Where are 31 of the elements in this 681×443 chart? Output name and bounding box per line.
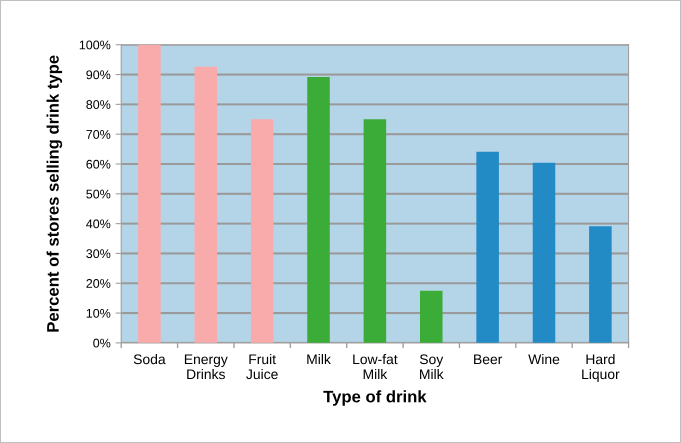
y-tick-label: 50% bbox=[86, 190, 110, 198]
bar bbox=[476, 152, 499, 343]
y-tick-label: 40% bbox=[86, 219, 110, 228]
x-tick-label: Soda bbox=[134, 354, 166, 364]
y-tick-label: 80% bbox=[86, 100, 110, 110]
y-tick-label: 0% bbox=[93, 338, 110, 348]
bar bbox=[194, 66, 218, 343]
x-tick-label: Wine bbox=[528, 354, 560, 364]
y-tick-label: 20% bbox=[86, 279, 110, 288]
y-tick-label: 90% bbox=[86, 70, 110, 80]
y-tick-label: 100% bbox=[80, 40, 110, 50]
y-tick-label: 60% bbox=[86, 160, 110, 169]
x-tick-label: Energy Drinks bbox=[184, 354, 228, 380]
y-tick-label: 70% bbox=[86, 130, 110, 139]
x-tick-label: Milk bbox=[307, 354, 331, 364]
y-axis-title: Percent of stores selling drink type bbox=[46, 55, 62, 332]
x-tick-label: Low-fat Milk bbox=[353, 354, 398, 380]
bar bbox=[364, 119, 386, 343]
y-tick-label: 10% bbox=[86, 308, 110, 318]
x-tick-label: Hard Liquor bbox=[582, 354, 620, 382]
bar bbox=[307, 76, 330, 343]
y-tick-label: 30% bbox=[86, 249, 110, 258]
x-axis-title: Type of drink bbox=[323, 390, 427, 406]
bar bbox=[250, 119, 274, 343]
x-tick-label: Soy Milk bbox=[420, 354, 444, 380]
bar bbox=[532, 162, 556, 343]
bar bbox=[420, 290, 443, 343]
x-tick-label: Fruit Juice bbox=[246, 354, 278, 380]
bar bbox=[589, 226, 612, 343]
bar bbox=[138, 44, 161, 343]
x-tick-label: Beer bbox=[474, 354, 502, 364]
